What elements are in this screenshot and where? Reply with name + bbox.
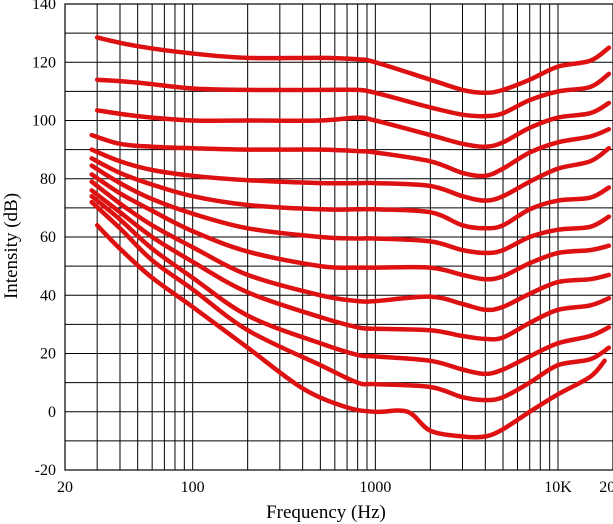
plot-frame (64, 3, 613, 471)
y-tick-label: 20 (40, 346, 56, 363)
x-tick-labels: 20 100 1000 10K 20K (57, 479, 613, 496)
loudness-curve-8 (89, 172, 612, 282)
loudness-curve-12 (89, 199, 612, 403)
x-tick-label: 10K (544, 479, 572, 496)
loudness-curve-4 (89, 126, 612, 179)
loudness-curve-2 (94, 71, 612, 119)
loudness-curve-7 (89, 163, 612, 256)
loudness-curve-5 (89, 145, 612, 203)
curves (89, 35, 612, 440)
y-tick-label: 40 (40, 287, 56, 304)
x-tick-label: 1000 (359, 479, 391, 496)
x-axis-label: Frequency (Hz) (266, 502, 386, 523)
loudness-curve-9 (89, 179, 612, 313)
y-tick-label: 60 (40, 229, 56, 246)
y-axis-label: Intensity (dB) (1, 193, 22, 299)
loudness-curve-3 (94, 100, 612, 149)
loudness-curve-6 (89, 156, 612, 231)
y-tick-label: 140 (32, 0, 56, 13)
x-tick-label: 20K (599, 479, 613, 496)
loudness-curve-1 (94, 35, 612, 96)
loudness-curve-10 (89, 188, 612, 342)
x-tick-label: 100 (181, 479, 205, 496)
y-tick-label: 80 (40, 171, 56, 188)
y-tick-labels: -20 0 20 40 60 80 100 120 140 (32, 0, 56, 479)
y-tick-label: 120 (32, 54, 56, 71)
y-tick-label: 0 (48, 404, 56, 421)
loudness-curve-11 (89, 193, 612, 377)
x-tick-label: 20 (57, 479, 73, 496)
y-tick-label: 100 (32, 113, 56, 130)
y-tick-label: -20 (35, 462, 56, 479)
loudness-curve-13 (94, 223, 607, 440)
